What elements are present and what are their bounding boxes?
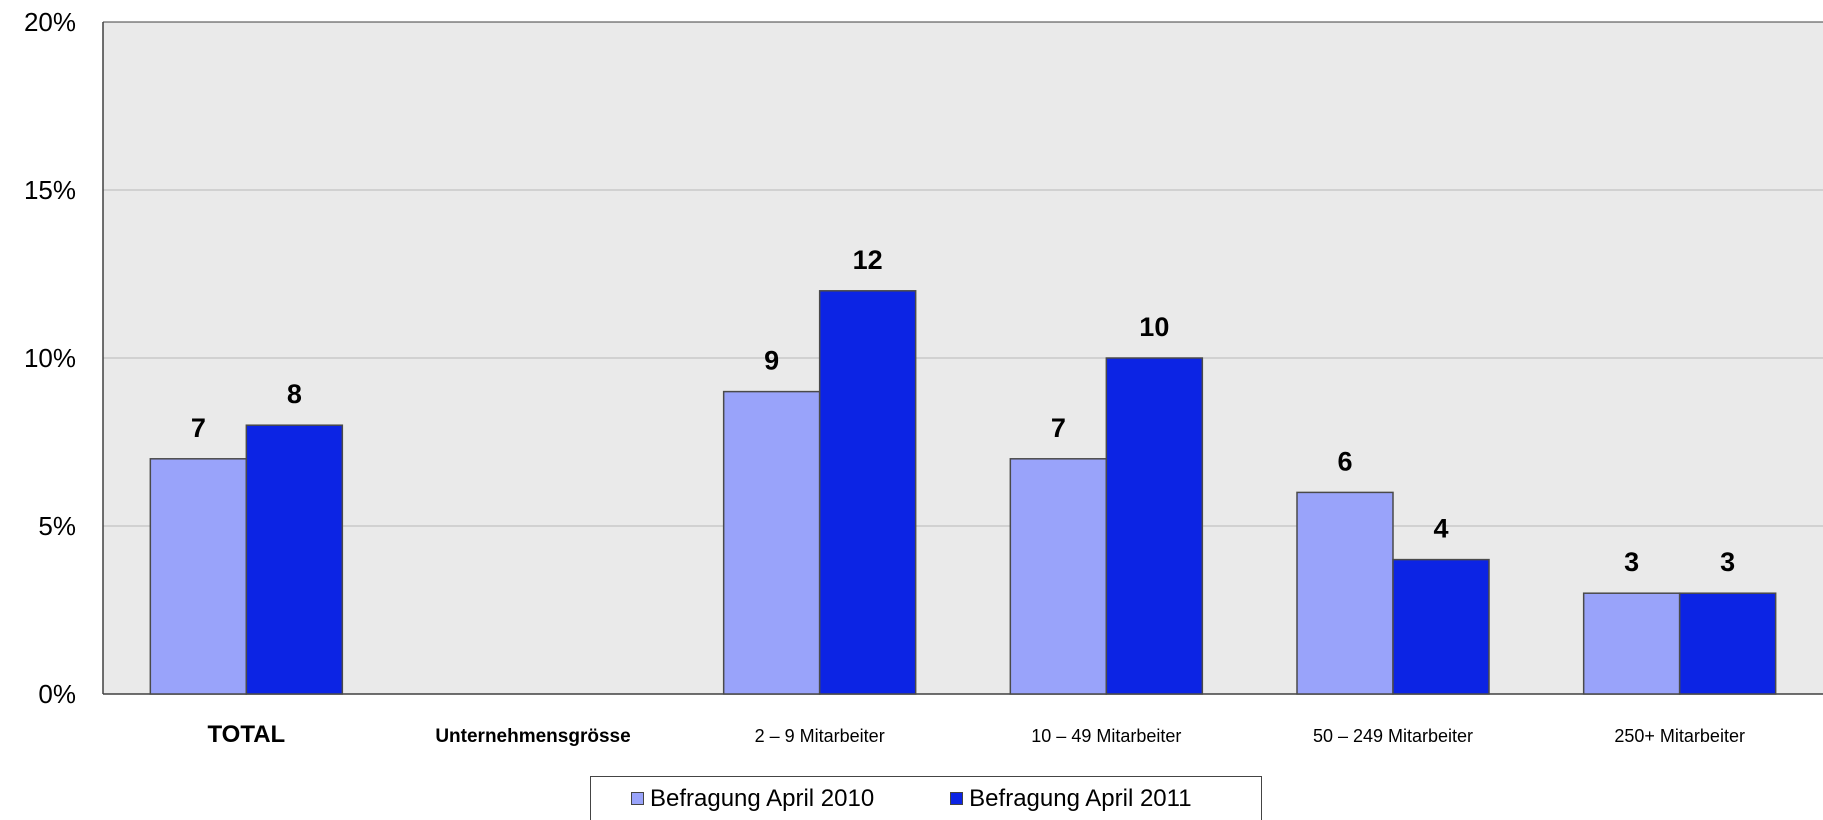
data-label: 7 <box>1051 413 1066 443</box>
data-label: 8 <box>287 379 302 409</box>
bar-2010 <box>1296 491 1394 695</box>
legend-item-2011: Befragung April 2011 <box>950 784 1192 813</box>
bar-2011 <box>1105 357 1204 695</box>
x-category-label: 250+ Mitarbeiter <box>1614 726 1745 746</box>
x-category-label: 50 – 249 Mitarbeiter <box>1313 726 1473 746</box>
legend: Befragung April 2010 Befragung April 201… <box>590 776 1262 820</box>
data-label: 4 <box>1433 514 1448 544</box>
bar-2011 <box>245 424 344 695</box>
data-label: 12 <box>853 245 883 275</box>
bar-2010 <box>149 458 248 695</box>
bar-2010 <box>1582 592 1681 695</box>
data-label: 9 <box>764 346 779 376</box>
y-tick-label: 0% <box>38 679 76 709</box>
legend-item-2010: Befragung April 2010 <box>631 785 874 813</box>
bar-2010 <box>722 390 821 695</box>
data-label: 3 <box>1624 547 1639 577</box>
data-label: 6 <box>1337 446 1352 476</box>
bar-2011 <box>1678 592 1777 695</box>
legend-swatch-2011 <box>950 792 964 805</box>
bar-2011 <box>1392 558 1490 695</box>
bar-2010 <box>1009 458 1108 695</box>
data-label: 3 <box>1720 547 1735 577</box>
data-label: 7 <box>191 413 206 443</box>
x-category-label: 2 – 9 Mitarbeiter <box>755 726 885 746</box>
y-tick-label: 5% <box>38 511 76 541</box>
data-label: 10 <box>1139 312 1169 342</box>
x-category-label: TOTAL <box>207 721 285 748</box>
bar-2011 <box>818 290 917 695</box>
y-tick-label: 15% <box>24 175 76 205</box>
legend-label-2010: Befragung April 2010 <box>650 784 875 812</box>
legend-swatch-2010 <box>631 792 644 805</box>
legend-label-2011: Befragung April 2011 <box>969 784 1192 812</box>
x-category-label: Unternehmensgrösse <box>435 726 630 747</box>
y-tick-label: 10% <box>24 343 76 373</box>
y-tick-label: 20% <box>24 7 76 37</box>
x-category-label: 10 – 49 Mitarbeiter <box>1031 726 1181 746</box>
